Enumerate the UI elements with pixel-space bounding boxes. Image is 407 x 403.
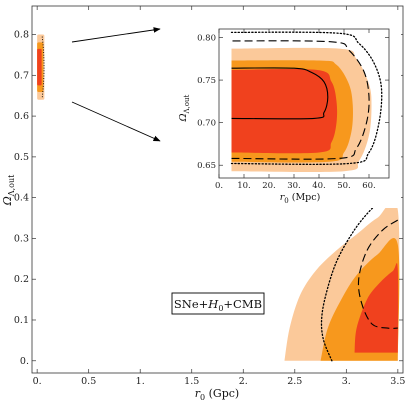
main-y-tick-label: 0.4	[14, 193, 29, 204]
main-y-tick-label: 0.7	[14, 70, 29, 81]
zoom-arrow-upper	[71, 27, 161, 43]
inset-x-tick-label: 60.	[362, 181, 376, 191]
main-y-tick-label: 0.1	[14, 315, 29, 326]
inset-y-tick-label: 0.65	[197, 161, 216, 171]
main-y-tick-label: 0.	[20, 356, 29, 367]
main-y-tick-label: 0.6	[14, 111, 29, 122]
main-y-tick-label: 0.2	[14, 274, 29, 285]
inset-x-axis-label: r0 (Mpc)	[280, 192, 321, 205]
main-x-tick-label: 1.	[136, 376, 145, 387]
inset-x-tick-label: 20.	[262, 181, 276, 191]
main-x-tick-label: 1.5	[184, 376, 199, 387]
inset-y-axis-label: ΩΛ,out	[178, 94, 191, 122]
main-small-region	[37, 34, 45, 100]
main-x-tick-label: 2.	[239, 376, 248, 387]
inset-y-tick-label: 0.70	[197, 119, 216, 129]
main-x-tick-label: 2.5	[287, 376, 302, 387]
inset-contour-solid	[231, 67, 329, 120]
main-y-tick-label: 0.3	[14, 233, 29, 244]
legend-box	[171, 292, 265, 315]
inset-x-tick-label: 40.	[312, 181, 326, 191]
main-y-tick-label: 0.8	[14, 30, 29, 41]
inset-confidence-regions	[231, 47, 372, 172]
main-x-tick-label: 0.	[33, 376, 42, 387]
inset-x-tick-label: 30.	[287, 181, 301, 191]
inset-x-tick-label: 50.	[337, 181, 351, 191]
main-x-tick-label: 3.	[342, 376, 351, 387]
zoom-arrow-lower	[71, 101, 161, 142]
inset-x-ticks: 0. 10. 20. 30. 40. 50. 60.	[215, 29, 376, 191]
main-contour-dashed	[357, 219, 399, 329]
inset-x-tick-label: 0.	[215, 181, 223, 191]
inset-y-tick-label: 0.80	[197, 34, 216, 44]
main-x-ticks: 0. 0.5 1. 1.5 2. 2.5 3. 3.5	[33, 6, 405, 387]
inset-region-inner	[231, 69, 338, 154]
main-y-tick-label: 0.5	[14, 152, 29, 163]
main-y-axis-label: ΩΛ,out	[1, 174, 16, 206]
main-x-tick-label: 3.5	[390, 376, 405, 387]
main-region-inner	[354, 262, 399, 353]
inset-contour-dashed	[231, 40, 370, 160]
main-y-ticks: 0. 0.1 0.2 0.3 0.4 0.5 0.6 0.7 0.8	[14, 30, 403, 367]
main-confidence-regions	[284, 200, 400, 361]
main-x-tick-label: 0.5	[81, 376, 96, 387]
main-x-axis-label: r0 (Gpc)	[195, 387, 239, 402]
legend-label: SNe+H0+CMB	[174, 297, 262, 313]
inset-y-ticks: 0.65 0.70 0.75 0.80	[197, 34, 389, 171]
inset-contour-dotted	[230, 31, 383, 165]
inset-x-tick-label: 10.	[237, 181, 251, 191]
inset-plot: 0. 10. 20. 30. 40. 50. 60. 0.65 0.70 0.75 0.80 r0…	[174, 16, 401, 208]
main-small-region-inner	[37, 48, 42, 86]
inset-contour-lines	[230, 31, 383, 165]
inset-y-tick-label: 0.75	[197, 76, 216, 86]
